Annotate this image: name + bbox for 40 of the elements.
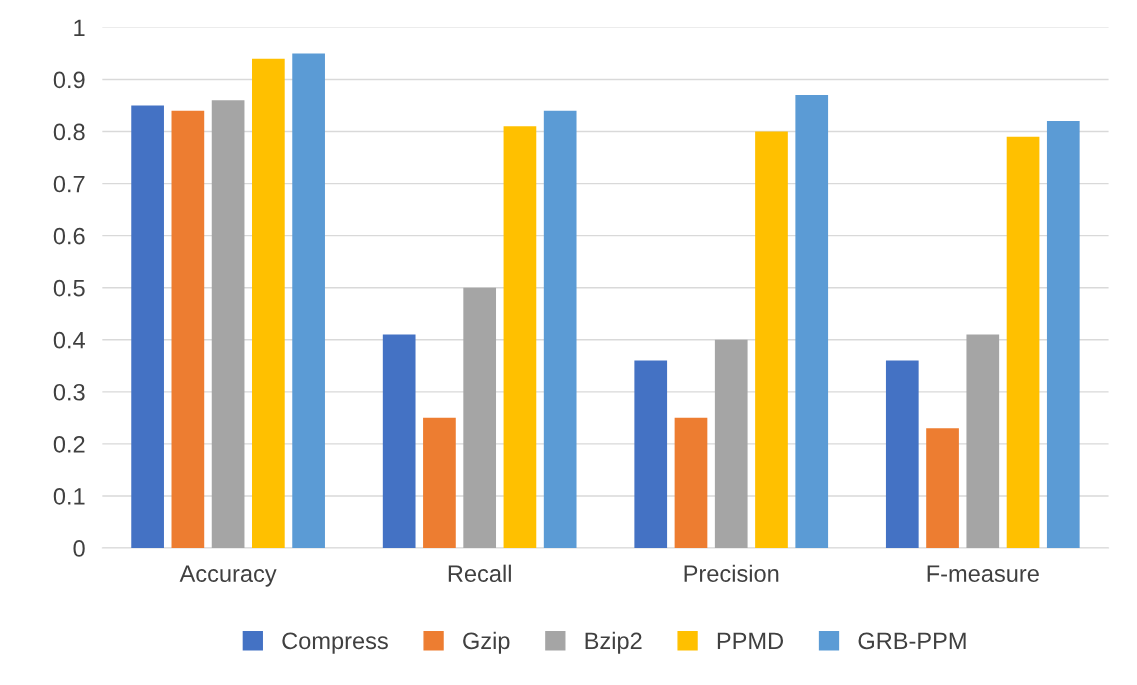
y-tick-label: 0.3 [53,383,85,401]
y-tick-label: 0 [73,540,85,557]
x-tick-label: F-measure [927,565,1039,583]
bar [795,95,829,548]
bar [1046,121,1080,548]
bar [885,360,919,548]
bar [674,417,708,548]
bar [423,417,456,548]
legend-label: GRB-PPM [858,632,966,650]
bar [252,58,285,548]
bar [926,428,959,548]
bar [382,334,416,548]
y-tick-label: 0.5 [53,279,85,297]
bar [171,110,205,548]
x-tick-label: Recall [448,564,511,583]
y-tick-label: 0.4 [53,331,85,349]
bar [634,360,668,548]
legend-label: Compress [282,632,388,654]
y-tick-label: 0.7 [53,175,85,193]
bar [292,53,325,548]
bar [1006,136,1040,548]
bar [543,110,577,548]
bar [714,339,748,548]
bar [131,105,164,548]
y-tick-label: 0.2 [53,435,85,453]
y-tick-label: 0.6 [53,227,85,245]
legend-label: Gzip [463,631,510,654]
x-tick-label: Precision [684,564,779,583]
bar [503,126,537,548]
y-tick-label: 1 [74,19,85,36]
y-tick-label: 0.1 [53,488,85,505]
bar [211,100,245,548]
y-tick-label: 0.8 [53,123,85,141]
bar [463,287,497,548]
bar [755,131,788,548]
x-tick-label: Accuracy [179,565,277,587]
y-tick-label: 0.9 [53,71,85,89]
legend-label: Bzip2 [585,631,642,654]
legend-label: PPMD [717,632,784,649]
bar [966,334,1000,548]
